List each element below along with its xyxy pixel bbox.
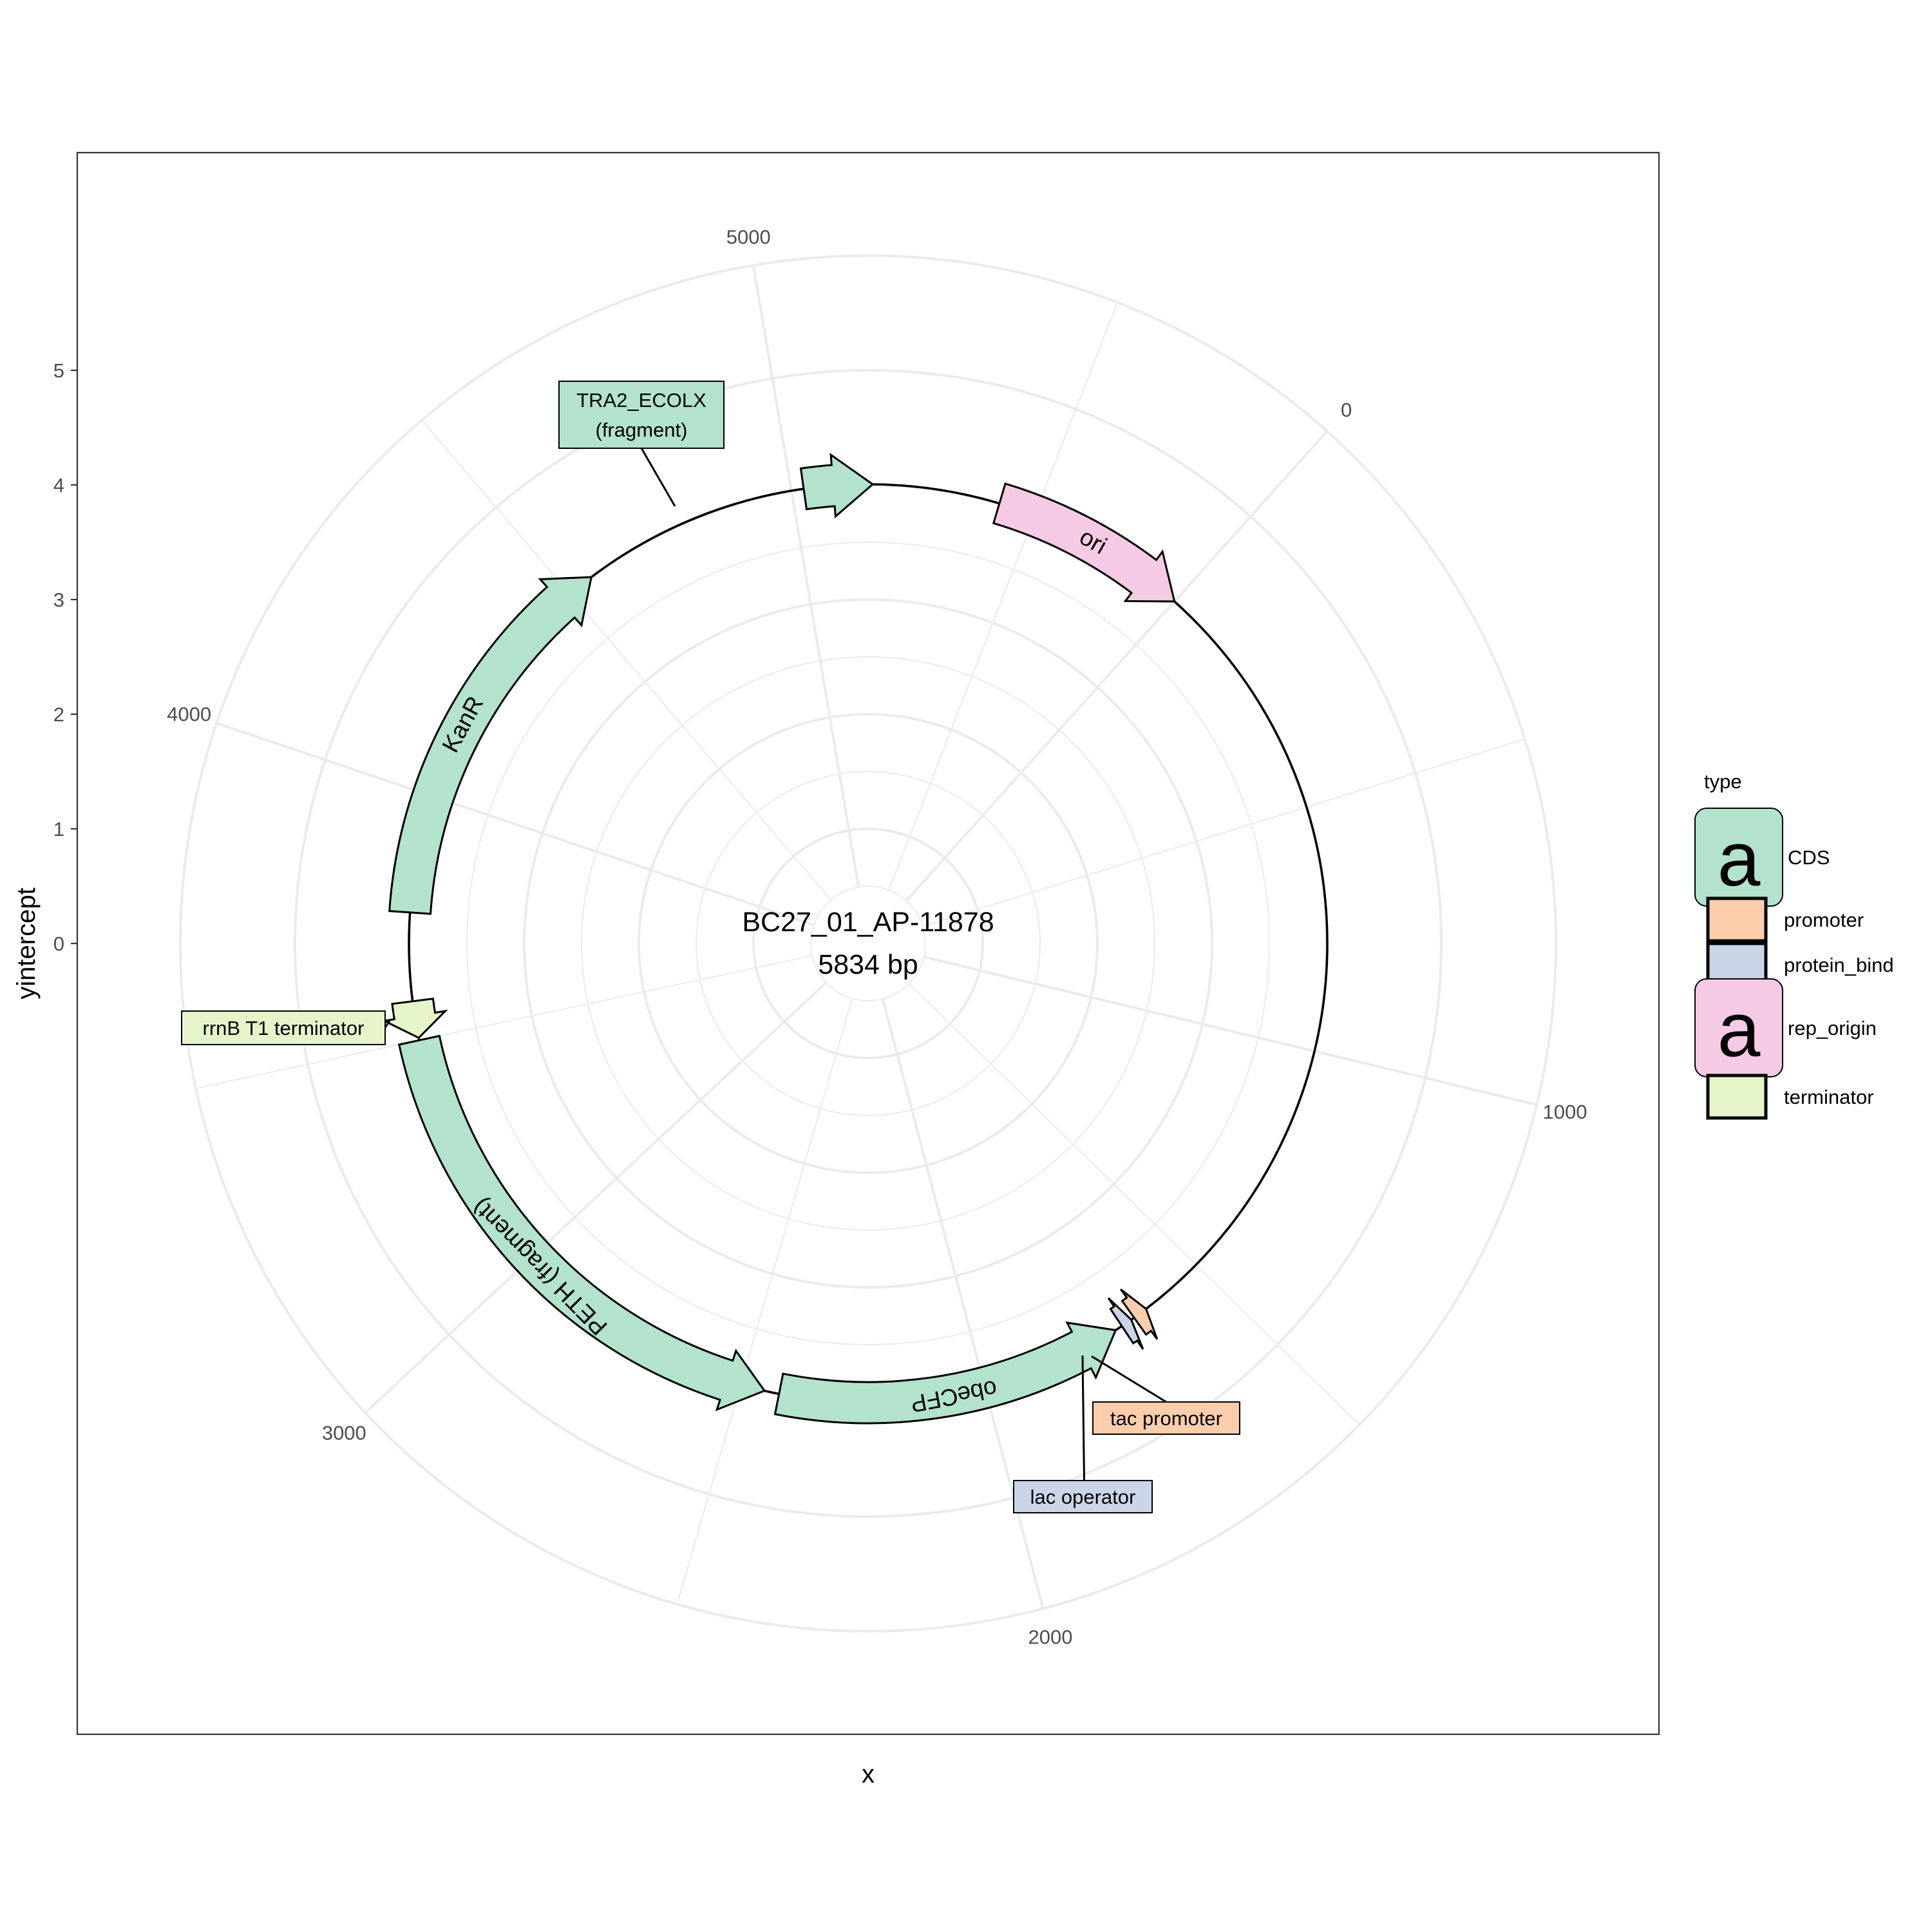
feature-callouts: tac promoter lac operator rrnB T1 terminat…	[181, 381, 1240, 1513]
plot-panel-border	[76, 151, 1660, 1736]
feature-arrow-tac-promoter	[1120, 1288, 1159, 1340]
legend-label-rep-origin: rep_origin	[1788, 1017, 1877, 1039]
polar-grid	[179, 254, 1557, 1633]
callout-rrnb-t1-terminator: rrnB T1 terminator	[181, 1010, 391, 1045]
feature-arrow-rrnb-t1-terminator	[381, 998, 448, 1039]
callout-box-tac-promoter	[1092, 1401, 1240, 1435]
angular-tick-1000: 1000	[1542, 1101, 1587, 1123]
feature-arrows	[381, 453, 1176, 1425]
angular-tick-2000: 2000	[1028, 1625, 1073, 1648]
x-axis-title: x	[862, 1760, 875, 1788]
angular-tick-4000: 4000	[167, 703, 211, 725]
center-title: BC27_01_AP-11878 5834 bp	[742, 907, 994, 980]
callout-leader-tra2-ecolx-fragment	[640, 448, 676, 507]
angular-tick-0: 0	[1341, 399, 1352, 421]
callout-leader-tac-promoter	[1091, 1355, 1167, 1403]
legend-item-rep-origin: a rep_origin	[1694, 978, 1877, 1077]
radial-tick-2: 2	[53, 703, 64, 726]
feature-arrow-peth-fragment	[397, 1034, 766, 1412]
legend-key-promoter	[1706, 896, 1768, 943]
feature-arrow-ori	[992, 482, 1176, 603]
y-axis-title: yintercept	[12, 887, 41, 999]
radial-tick-5: 5	[53, 359, 64, 382]
angular-tick-5000: 5000	[726, 226, 771, 249]
plasmid-name: BC27_01_AP-11878	[742, 907, 994, 938]
callout-text-tra2-ecolx-fragment-0: TRA2_ECOLX	[576, 389, 706, 412]
feature-arrow-kanr	[388, 576, 593, 915]
legend-item-cds: a CDS	[1694, 808, 1830, 907]
radial-axis: 0 1 2 3 4 5	[53, 359, 77, 955]
legend-label-terminator: terminator	[1784, 1086, 1874, 1108]
legend-key-letter-rep-origin: a	[1718, 987, 1761, 1073]
callout-text-lac-operator-0: lac operator	[1030, 1486, 1136, 1508]
callout-box-lac-operator	[1013, 1480, 1153, 1513]
legend-item-terminator: terminator	[1706, 1074, 1874, 1120]
plasmid-size: 5834 bp	[818, 949, 918, 980]
radial-tick-0: 0	[53, 933, 64, 955]
legend-label-protein-bind: protein_bind	[1784, 954, 1894, 976]
feature-arrow-lac-operator	[1107, 1297, 1144, 1350]
feature-label-peth-fragment: PETH (fragment)	[467, 1193, 612, 1340]
legend-item-promoter: promoter	[1706, 896, 1864, 943]
callout-text-tac-promoter-0: tac promoter	[1110, 1407, 1222, 1430]
callout-text-tra2-ecolx-fragment-1: (fragment)	[596, 419, 688, 441]
angular-tick-3000: 3000	[322, 1421, 366, 1444]
legend-key-letter-cds: a	[1718, 816, 1761, 902]
radial-tick-1: 1	[53, 818, 64, 840]
legend-key-terminator	[1706, 1074, 1768, 1120]
legend-title: type	[1704, 770, 1742, 793]
callout-text-rrnb-t1-terminator-0: rrnB T1 terminator	[203, 1017, 365, 1039]
callout-box-rrnb-t1-terminator	[181, 1010, 386, 1045]
callout-leader-rrnb-t1-terminator	[384, 1020, 391, 1028]
callout-lac-operator: lac operator	[1013, 1355, 1153, 1513]
callout-box-tra2-ecolx-fragment	[558, 381, 724, 449]
angular-tick-labels: 0 1000 2000 3000 4000 5000	[167, 226, 1587, 1649]
feature-arrow-tra2-ecolx-fragment	[799, 453, 875, 519]
legend-label-promoter: promoter	[1784, 909, 1864, 931]
callout-tac-promoter: tac promoter	[1091, 1355, 1240, 1435]
feature-arrow-obecfp	[773, 1321, 1117, 1425]
legend-label-cds: CDS	[1788, 846, 1830, 869]
radial-tick-3: 3	[53, 589, 64, 611]
radial-tick-4: 4	[53, 474, 64, 497]
callout-leader-lac-operator	[1081, 1355, 1085, 1481]
callout-tra2-ecolx-fragment: TRA2_ECOLX (fragment)	[558, 381, 724, 507]
